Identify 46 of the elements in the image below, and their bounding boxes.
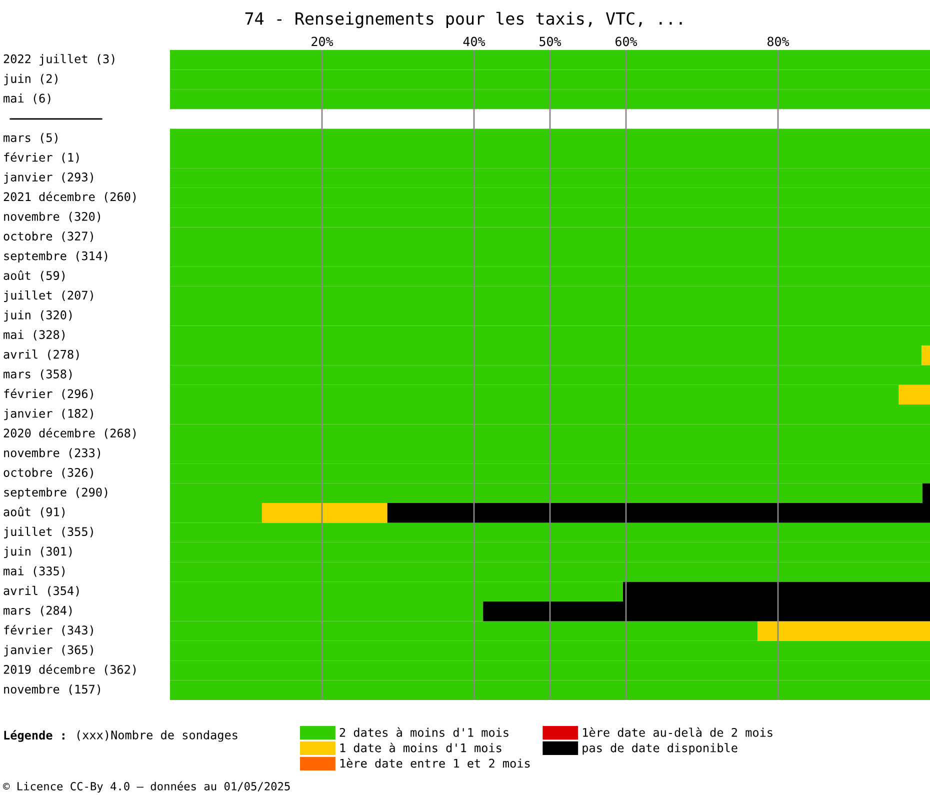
y-tick-label: 2019 décembre (362) bbox=[4, 664, 136, 676]
y-tick-label: septembre (314) bbox=[4, 251, 108, 263]
y-tick-label: janvier (182) bbox=[4, 408, 93, 420]
y-tick-label: mars (284) bbox=[4, 606, 72, 616]
legend-label: 2 dates à moins d'1 mois bbox=[340, 727, 508, 737]
y-tick-label: février (1) bbox=[4, 152, 79, 164]
y-tick-label: mars (358) bbox=[4, 369, 72, 380]
chart-title: 74 - Renseignements pour les taxis, VTC, ... bbox=[245, 12, 682, 28]
y-tick-label: juin (2) bbox=[4, 74, 58, 86]
x-tick-label: 60% bbox=[616, 36, 638, 46]
legend-label: 1 date à moins d'1 mois bbox=[340, 742, 502, 752]
y-tick-label: septembre (290) bbox=[4, 488, 108, 499]
y-tick-label: mai (335) bbox=[4, 566, 65, 577]
y-tick-label: 2020 décembre (268) bbox=[4, 428, 136, 439]
text: © Licence CC-By 4.0 — données au 01/05/2025 bbox=[3, 781, 290, 793]
x-tick-label: 40% bbox=[463, 36, 486, 46]
legend-title: Légende : bbox=[4, 730, 64, 742]
text: (xxx)Nombre de sondages bbox=[77, 730, 238, 742]
y-tick-label: août (91) bbox=[4, 506, 65, 518]
y-tick-label: mai (328) bbox=[4, 330, 65, 340]
y-tick-label: 2022 juillet (3) bbox=[4, 54, 114, 66]
y-tick-label: mai (6) bbox=[4, 94, 50, 104]
y-tick-label: juillet (355) bbox=[4, 526, 93, 538]
y-tick-label: octobre (326) bbox=[4, 468, 93, 478]
y-tick-label: 2021 décembre (260) bbox=[4, 192, 136, 203]
x-tick-label: 50% bbox=[540, 36, 562, 46]
y-tick-label: octobre (327) bbox=[4, 231, 93, 242]
legend-label: 1ère date entre 1 et 2 mois bbox=[340, 758, 530, 768]
y-tick-label: novembre (320) bbox=[4, 212, 100, 222]
y-tick-label: avril (278) bbox=[4, 350, 79, 360]
y-tick-label: janvier (365) bbox=[4, 645, 93, 656]
legend-label: pas de date disponible bbox=[582, 743, 738, 755]
y-tick-label: février (296) bbox=[4, 388, 93, 400]
y-tick-label: juin (301) bbox=[4, 546, 72, 558]
y-tick-label: novembre (233) bbox=[4, 448, 100, 459]
x-tick-label: 80% bbox=[768, 36, 790, 46]
y-tick-label: février (343) bbox=[4, 624, 93, 636]
x-tick-label: 20% bbox=[312, 36, 334, 46]
y-tick-label: juillet (207) bbox=[4, 290, 93, 302]
y-tick-label: janvier (293) bbox=[4, 172, 93, 184]
y-tick-label: avril (354) bbox=[4, 586, 79, 597]
y-tick-label: juin (320) bbox=[4, 310, 72, 322]
legend-label: 1ère date au-delà de 2 mois bbox=[583, 727, 772, 737]
y-tick-label: mars (5) bbox=[4, 132, 58, 144]
y-tick-label: novembre (157) bbox=[4, 684, 100, 695]
y-tick-label: août (59) bbox=[4, 270, 65, 282]
